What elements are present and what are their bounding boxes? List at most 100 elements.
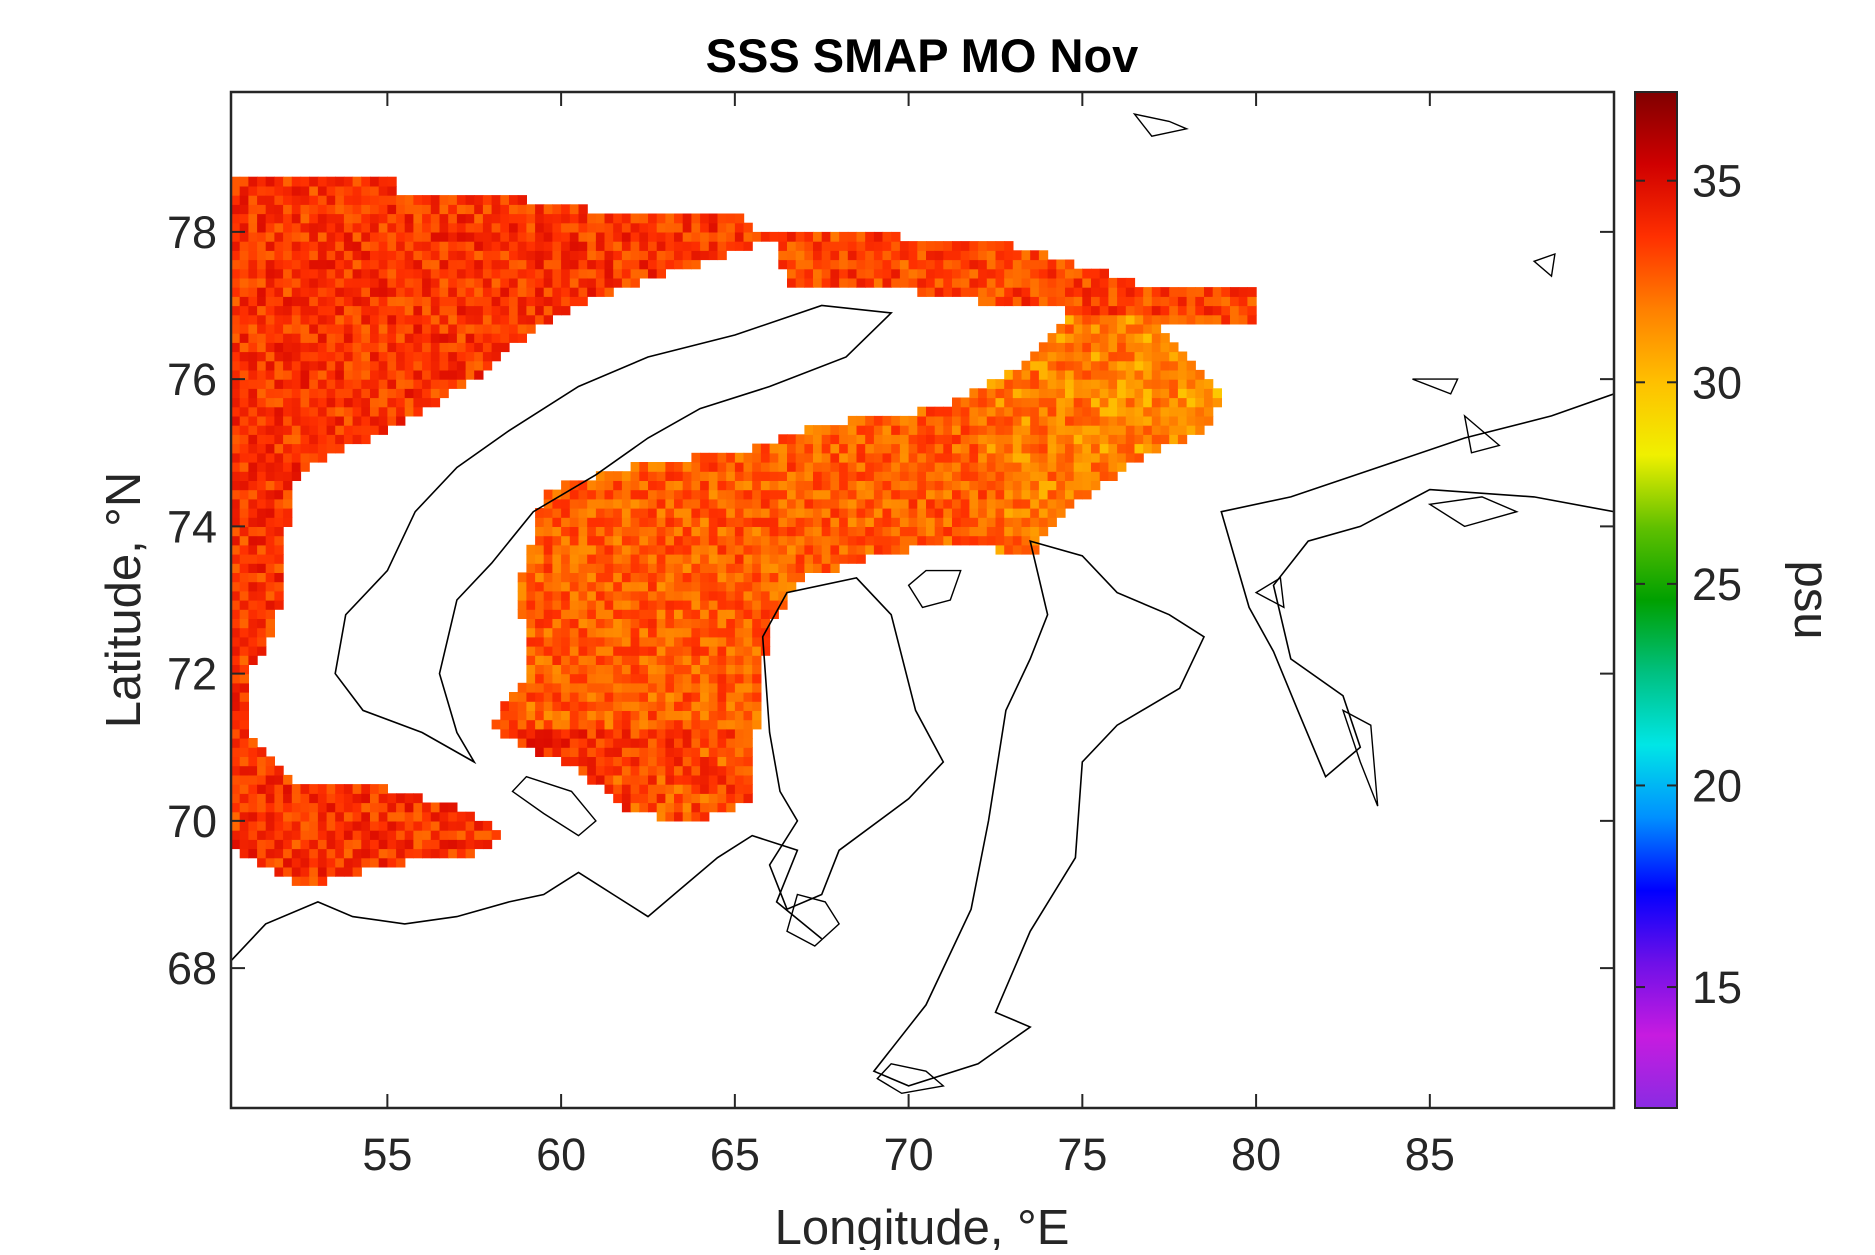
- data-cell: [552, 213, 562, 224]
- data-cell: [787, 535, 797, 546]
- data-cell: [969, 268, 979, 279]
- data-cell: [639, 563, 649, 573]
- data-cell: [413, 277, 423, 288]
- data-cell: [595, 526, 606, 537]
- data-cell: [239, 682, 249, 693]
- data-cell: [248, 590, 258, 601]
- data-cell: [317, 241, 328, 251]
- data-cell: [274, 554, 284, 564]
- data-cell: [752, 231, 762, 242]
- data-cell: [448, 333, 458, 343]
- data-cell: [804, 517, 814, 527]
- data-cell: [839, 526, 849, 537]
- data-cell: [517, 296, 527, 307]
- data-cell: [639, 471, 649, 481]
- data-cell: [1177, 434, 1188, 445]
- data-cell: [509, 719, 519, 730]
- data-cell: [387, 250, 397, 261]
- data-cell: [908, 250, 918, 261]
- data-cell: [639, 517, 649, 527]
- data-cell: [787, 554, 797, 564]
- data-cell: [830, 443, 840, 454]
- data-cell: [700, 452, 710, 463]
- data-cell: [1038, 434, 1049, 445]
- data-cell: [300, 820, 310, 831]
- data-cell: [1204, 415, 1214, 426]
- data-cell: [978, 480, 988, 491]
- data-cell: [682, 213, 692, 224]
- data-cell: [708, 655, 719, 665]
- data-cell: [491, 213, 501, 224]
- data-cell: [465, 360, 475, 371]
- data-cell: [917, 415, 927, 426]
- data-cell: [1047, 489, 1057, 500]
- data-cell: [1091, 462, 1101, 472]
- data-cell: [665, 600, 675, 610]
- data-cell: [943, 471, 953, 481]
- data-cell: [552, 231, 562, 242]
- data-cell: [291, 443, 302, 454]
- data-cell: [1012, 287, 1023, 297]
- data-cell: [343, 406, 354, 417]
- data-cell: [1169, 406, 1179, 417]
- data-cell: [1056, 259, 1066, 270]
- data-cell: [639, 793, 649, 804]
- data-cell: [387, 314, 397, 325]
- data-cell: [456, 820, 467, 831]
- data-cell: [613, 544, 623, 555]
- data-cell: [760, 498, 771, 509]
- data-cell: [952, 287, 962, 297]
- data-cell: [1082, 296, 1092, 307]
- data-cell: [561, 719, 571, 730]
- data-cell: [509, 287, 519, 297]
- data-cell: [821, 268, 831, 279]
- data-cell: [656, 682, 666, 693]
- data-cell: [482, 204, 493, 215]
- data-cell: [239, 425, 249, 435]
- data-cell: [752, 581, 762, 592]
- data-cell: [986, 397, 997, 408]
- data-cell: [587, 774, 597, 785]
- data-cell: [717, 774, 727, 785]
- data-cell: [760, 646, 771, 656]
- data-cell: [1056, 369, 1066, 380]
- data-cell: [1117, 443, 1127, 454]
- data-cell: [1047, 296, 1057, 307]
- data-cell: [621, 655, 632, 665]
- data-cell: [1056, 360, 1066, 371]
- data-cell: [291, 195, 302, 205]
- data-cell: [604, 738, 614, 748]
- data-cell: [986, 508, 997, 518]
- data-cell: [352, 314, 362, 325]
- data-cell: [873, 250, 884, 261]
- data-cell: [856, 231, 866, 242]
- data-cell: [335, 360, 345, 371]
- data-cell: [1177, 305, 1188, 316]
- data-cell: [656, 581, 666, 592]
- data-cell: [274, 848, 284, 859]
- data-cell: [952, 517, 962, 527]
- data-cell: [926, 277, 936, 288]
- data-cell: [552, 627, 562, 638]
- data-cell: [448, 314, 458, 325]
- data-cell: [422, 379, 432, 389]
- data-cell: [839, 480, 849, 491]
- data-cell: [1030, 498, 1040, 509]
- data-cell: [300, 250, 310, 261]
- data-cell: [543, 508, 553, 518]
- data-cell: [578, 517, 588, 527]
- data-cell: [891, 535, 901, 546]
- data-cell: [665, 581, 675, 592]
- data-cell: [404, 793, 414, 804]
- data-cell: [1134, 369, 1144, 380]
- data-cell: [378, 204, 388, 215]
- data-cell: [248, 452, 258, 463]
- data-cell: [456, 277, 467, 288]
- data-cell: [743, 774, 753, 785]
- data-cell: [795, 480, 805, 491]
- data-cell: [648, 692, 658, 702]
- data-cell: [387, 342, 397, 353]
- data-cell: [283, 802, 293, 813]
- data-cell: [613, 231, 623, 242]
